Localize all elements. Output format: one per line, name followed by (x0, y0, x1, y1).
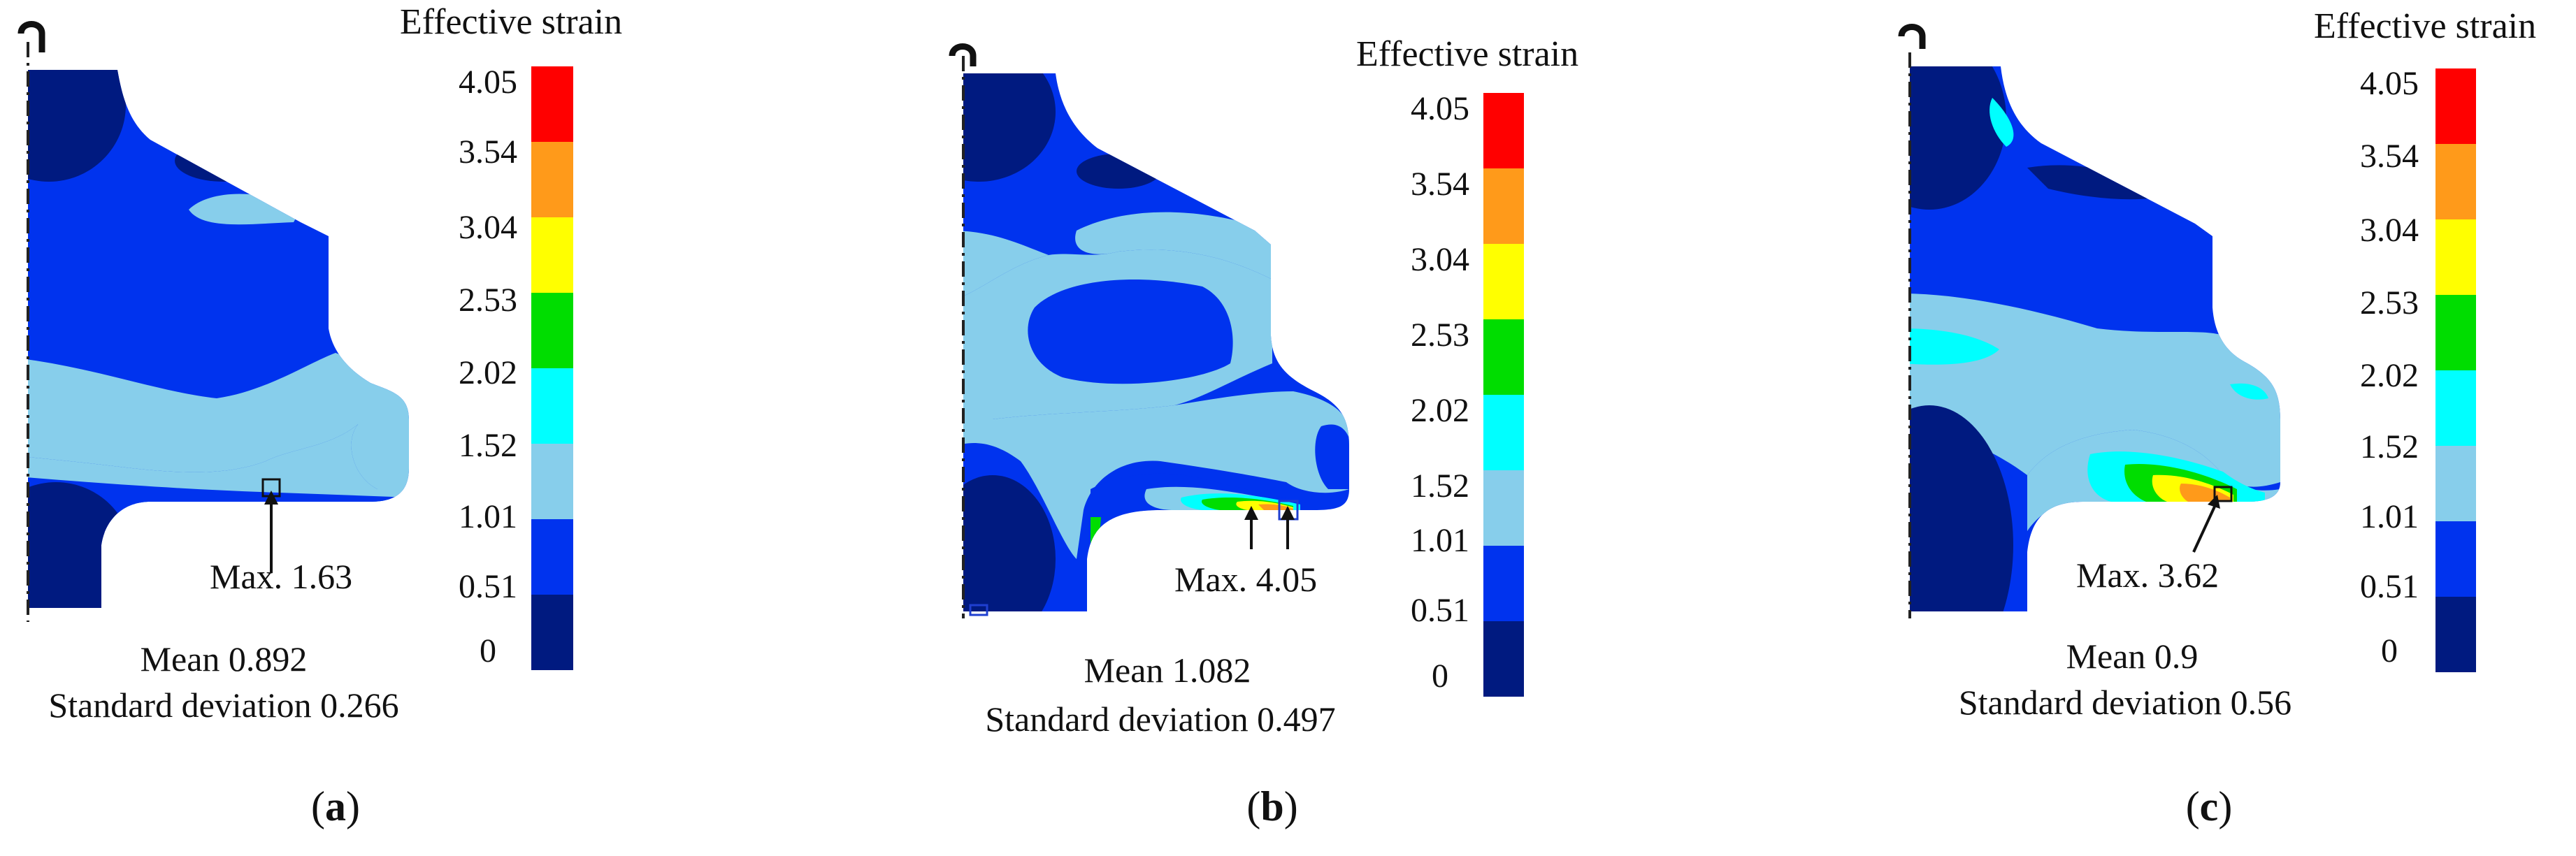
panel-label-b: (b) (1246, 783, 1298, 829)
tick-b-5: 1.52 (1411, 467, 1469, 505)
colorbar-title-a: Effective strain (400, 2, 623, 42)
tick-b-8: 0 (1432, 658, 1448, 695)
tick-a-0: 4.05 (459, 64, 517, 101)
swatch-c-4 (2435, 370, 2476, 446)
std-label-c: Standard deviation 0.56 (1958, 683, 2292, 722)
mean-label-c: Mean 0.9 (2066, 637, 2199, 676)
swatch-c-2 (2435, 219, 2476, 295)
tick-a-7: 0.51 (459, 568, 517, 605)
swatch-b-7 (1483, 621, 1524, 697)
swatch-c-1 (2435, 144, 2476, 219)
swatch-b-6 (1483, 546, 1524, 621)
tick-a-1: 3.54 (459, 133, 517, 171)
tick-c-2: 3.04 (2360, 212, 2419, 249)
swatch-b-0 (1483, 93, 1524, 168)
swatch-a-5 (531, 444, 573, 519)
tick-a-5: 1.52 (459, 427, 517, 464)
tick-b-3: 2.53 (1411, 317, 1469, 354)
swatch-a-6 (531, 519, 573, 595)
swatch-a-3 (531, 293, 573, 368)
swatch-c-0 (2435, 68, 2476, 144)
swatch-a-0 (531, 66, 573, 142)
tick-c-0: 4.05 (2360, 65, 2419, 102)
colorbar-swatches-c (2435, 68, 2476, 672)
swatch-b-1 (1483, 168, 1524, 244)
max-label-c: Max. 3.62 (2076, 556, 2219, 595)
tick-c-5: 1.52 (2360, 428, 2419, 465)
std-label-b: Standard deviation 0.497 (985, 699, 1336, 739)
tick-c-6: 1.01 (2360, 498, 2419, 535)
tick-b-1: 3.54 (1411, 166, 1469, 203)
tick-a-3: 2.53 (459, 282, 517, 319)
tick-c-1: 3.54 (2360, 138, 2419, 175)
swatch-a-4 (531, 368, 573, 444)
colorbar-swatches-b (1483, 93, 1524, 697)
tick-b-2: 3.04 (1411, 241, 1469, 278)
swatch-a-2 (531, 217, 573, 293)
colorbar-title-c: Effective strain (2314, 6, 2537, 46)
tick-c-7: 0.51 (2360, 568, 2419, 605)
tick-c-4: 2.02 (2360, 357, 2419, 394)
tick-c-8: 0 (2381, 632, 2398, 669)
swatch-c-6 (2435, 521, 2476, 597)
swatch-b-5 (1483, 470, 1524, 546)
swatch-b-2 (1483, 244, 1524, 319)
tick-b-4: 2.02 (1411, 392, 1469, 429)
tick-a-6: 1.01 (459, 498, 517, 535)
swatch-b-3 (1483, 319, 1524, 395)
mean-label-b: Mean 1.082 (1084, 651, 1251, 690)
tick-a-2: 3.04 (459, 209, 517, 246)
max-label-a: Max. 1.63 (210, 557, 353, 596)
swatch-c-7 (2435, 597, 2476, 672)
std-label-a: Standard deviation 0.266 (48, 685, 399, 725)
max-label-b: Max. 4.05 (1174, 560, 1318, 599)
swatch-c-3 (2435, 295, 2476, 370)
tick-a-4: 2.02 (459, 354, 517, 391)
swatch-b-4 (1483, 395, 1524, 470)
panel-label-c: (c) (2185, 783, 2233, 829)
colorbar-swatches-a (531, 66, 573, 670)
tick-b-7: 0.51 (1411, 592, 1469, 629)
tick-a-8: 0 (480, 632, 496, 669)
panel-label-a: (a) (311, 783, 360, 829)
colorbar-title-b: Effective strain (1356, 34, 1579, 74)
tick-b-6: 1.01 (1411, 522, 1469, 559)
swatch-a-7 (531, 595, 573, 670)
swatch-c-5 (2435, 446, 2476, 521)
mean-label-a: Mean 0.892 (140, 639, 308, 679)
tick-b-0: 4.05 (1411, 90, 1469, 127)
swatch-a-1 (531, 142, 573, 217)
tick-c-3: 2.53 (2360, 284, 2419, 321)
